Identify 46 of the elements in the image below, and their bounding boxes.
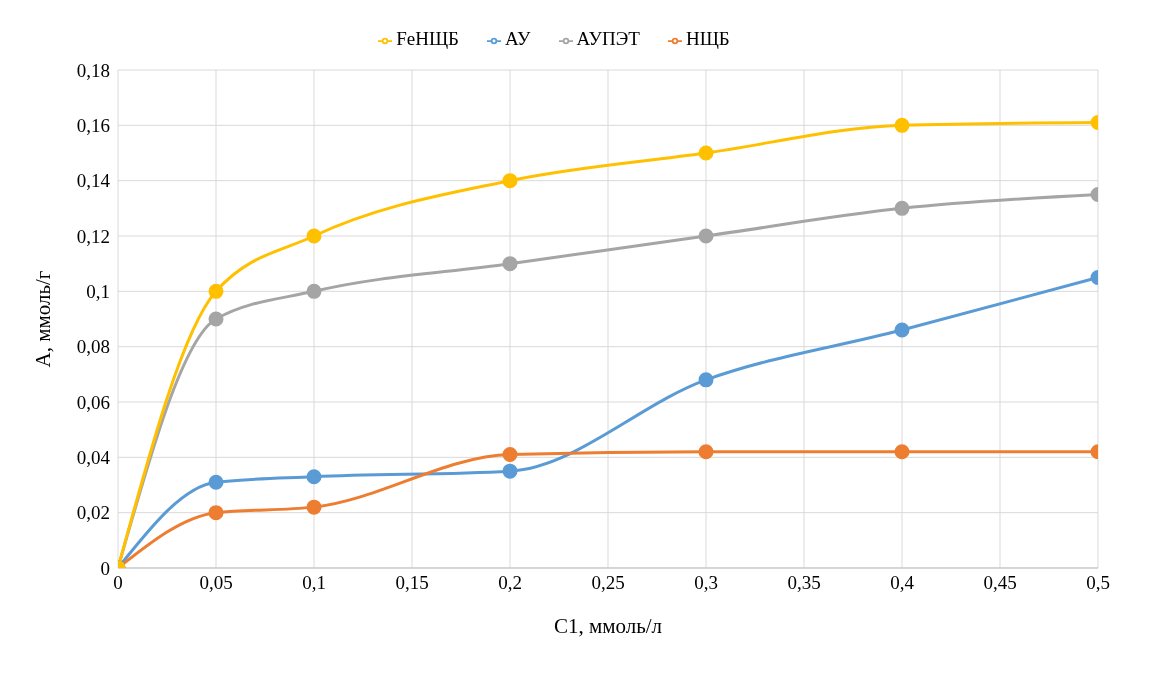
legend-label: АУ [505, 28, 531, 49]
point [502, 173, 518, 189]
y-tick-label: 0,06 [76, 391, 110, 413]
x-tick-label: 0,45 [983, 572, 1017, 594]
point [894, 117, 910, 133]
x-tick-label: 0,05 [199, 572, 233, 594]
y-tick-label: 0,1 [86, 281, 110, 303]
point [208, 311, 224, 327]
x-tick-label: 0,1 [302, 572, 326, 594]
point [698, 444, 714, 460]
x-tick-label: 0,25 [591, 572, 625, 594]
point [208, 474, 224, 490]
x-tick-label: 0,2 [498, 572, 522, 594]
x-tick-label: 0,3 [694, 572, 718, 594]
point [306, 499, 322, 515]
point [306, 469, 322, 485]
y-axis-title: А, ммоль/г [31, 270, 56, 368]
point [306, 283, 322, 299]
point [502, 447, 518, 463]
y-tick-label: 0,04 [76, 447, 111, 469]
y-tick-label: 0,16 [76, 115, 110, 137]
point [894, 322, 910, 338]
point [894, 444, 910, 460]
legend-label: FeНЩБ [396, 28, 460, 49]
y-tick-label: 0,12 [76, 225, 110, 247]
y-tick-label: 0,08 [76, 336, 110, 358]
point [502, 256, 518, 272]
legend-label: АУПЭТ [576, 28, 640, 49]
x-tick-label: 0,35 [787, 572, 821, 594]
point [306, 228, 322, 244]
point [698, 228, 714, 244]
point [894, 200, 910, 216]
point [698, 145, 714, 161]
point [502, 463, 518, 479]
y-tick-label: 0 [100, 557, 110, 579]
x-tick-label: 0,5 [1086, 572, 1110, 594]
y-tick-label: 0,14 [76, 170, 111, 192]
y-tick-label: 0,18 [76, 59, 110, 81]
x-tick-label: 0,4 [890, 572, 915, 594]
x-tick-label: 0,15 [395, 572, 429, 594]
legend-label: НЩБ [685, 28, 730, 49]
y-tick-label: 0,02 [76, 502, 110, 524]
point [208, 505, 224, 521]
point [698, 372, 714, 388]
point [208, 283, 224, 299]
x-axis-title: С1, ммоль/л [553, 614, 663, 638]
